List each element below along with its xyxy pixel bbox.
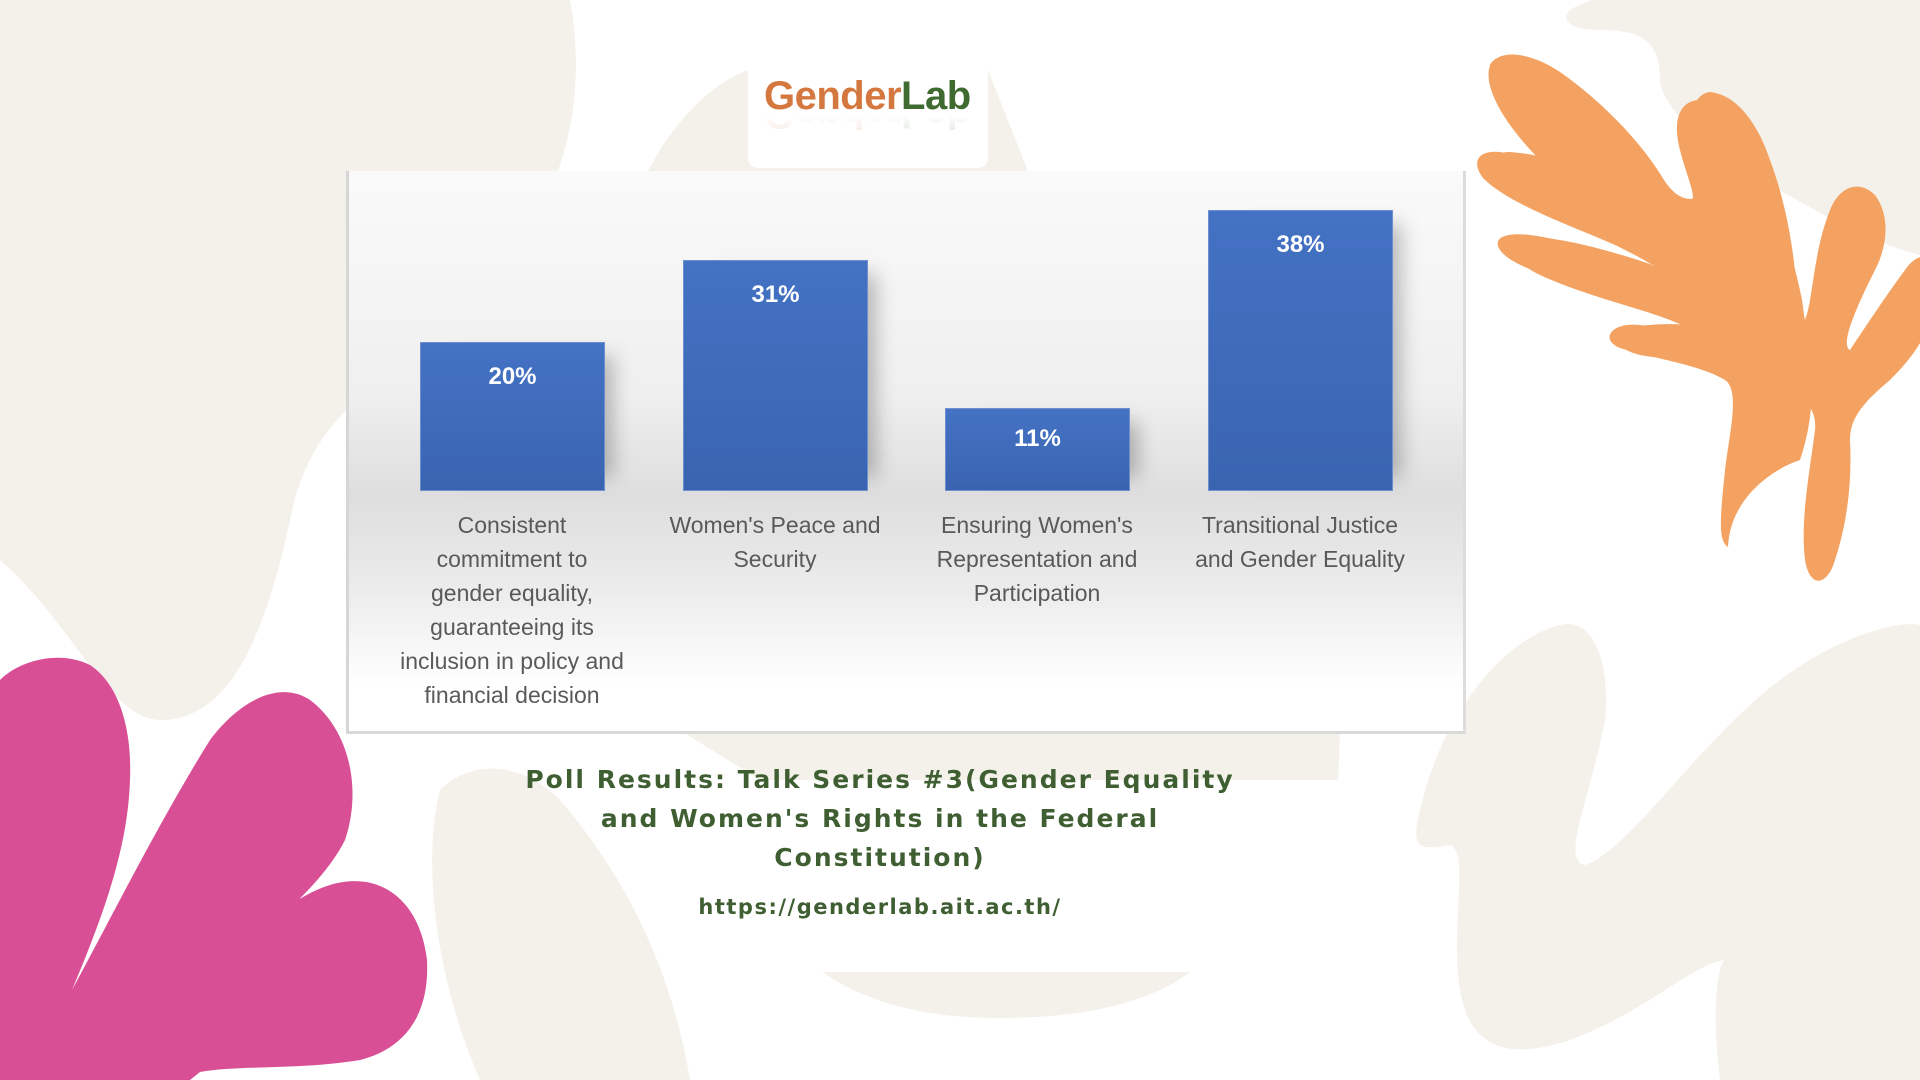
category-label-line: guaranteeing its xyxy=(430,614,594,640)
beige-blob-bottom-right xyxy=(1416,623,1920,1080)
category-label-line: gender equality, xyxy=(431,580,593,606)
pink-flower xyxy=(0,657,428,1080)
logo-text-lab: Lab xyxy=(901,74,971,118)
orange-leaf-main xyxy=(1484,54,1920,581)
caption-line-3: Constitution) xyxy=(774,843,986,872)
beige-arc-bottom-center xyxy=(822,972,1190,1018)
logo-card xyxy=(748,40,988,168)
website-link[interactable]: https://genderlab.ait.ac.th/ xyxy=(698,895,1062,919)
category-label-line: Representation and xyxy=(936,546,1138,572)
beige-wedge-under-chart xyxy=(686,734,1340,780)
category-label-womens-peace-security: Women's Peace and Security xyxy=(645,508,905,576)
logo-text-gender: Gender xyxy=(764,74,902,118)
category-label-line: commitment to xyxy=(436,546,588,572)
bar-value-label: 31% xyxy=(751,281,800,308)
category-label-line: Participation xyxy=(973,580,1101,606)
category-label-line: Ensuring Women's xyxy=(941,512,1133,538)
caption-line-2: and Women's Rights in the Federal xyxy=(600,804,1160,833)
category-label-line: and Gender Equality xyxy=(1195,546,1405,572)
category-label-womens-representation: Ensuring Women's Representation and Part… xyxy=(907,508,1167,610)
bar-womens-representation: 11% xyxy=(945,408,1130,491)
bar-chart: 20% 31% 11% 38% Consistent commitment to… xyxy=(346,171,1466,734)
category-label-line: Consistent xyxy=(457,512,567,538)
bar-value-label: 11% xyxy=(1014,425,1061,452)
logo-reflection-gender: Gender xyxy=(764,116,901,136)
bar-value-label: 20% xyxy=(488,363,537,390)
category-label-consistent-commitment: Consistent commitment to gender equality… xyxy=(382,508,642,712)
bar-transitional-justice: 38% xyxy=(1208,210,1393,491)
bar-value-label: 38% xyxy=(1276,231,1325,258)
logo-reflection-lab: Lab xyxy=(901,116,971,136)
caption-line-1: Poll Results: Talk Series #3(Gender Equa… xyxy=(525,765,1235,794)
bar-consistent-commitment: 20% xyxy=(420,342,605,491)
category-label-line: financial decision xyxy=(424,682,600,708)
category-label-line: Transitional Justice xyxy=(1201,512,1398,538)
category-label-transitional-justice: Transitional Justice and Gender Equality xyxy=(1170,508,1430,576)
poll-caption: Poll Results: Talk Series #3(Gender Equa… xyxy=(520,760,1240,877)
category-label-line: Women's Peace and xyxy=(669,512,881,538)
category-label-line: Security xyxy=(733,546,817,572)
logo-reflection: GenderLab xyxy=(764,116,971,138)
beige-blob-bottom-center-left xyxy=(432,768,690,1080)
bar-womens-peace-security: 31% xyxy=(683,260,868,491)
genderlab-logo: GenderLab xyxy=(764,72,971,120)
category-label-line: inclusion in policy and xyxy=(400,648,624,674)
